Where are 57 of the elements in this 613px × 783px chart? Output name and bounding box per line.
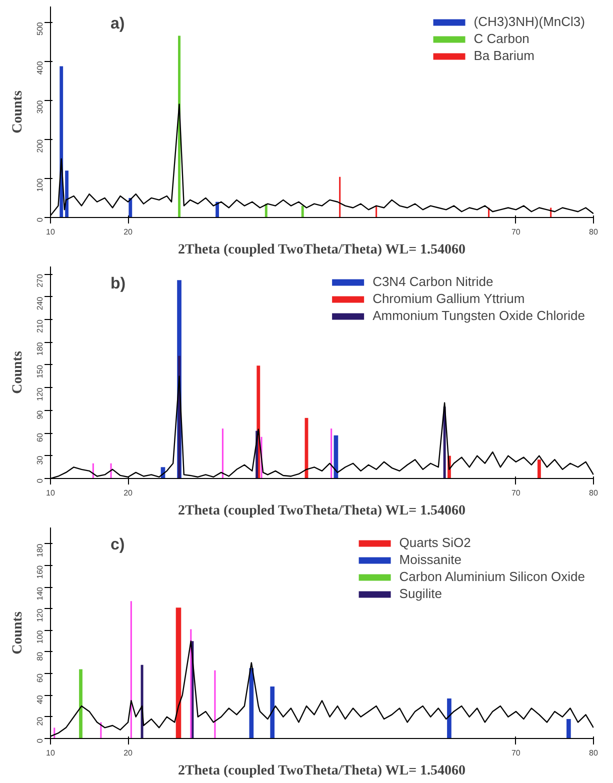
legend-label: Quarts SiO2 — [399, 535, 471, 550]
x-tick-label: 80 — [589, 488, 598, 498]
y-tick-label: 160 — [36, 564, 44, 579]
y-tick-label: 180 — [36, 543, 44, 558]
y-tick-label: 500 — [36, 22, 44, 36]
y-tick-label: 270 — [36, 274, 44, 288]
y-tick-label: 120 — [36, 608, 44, 622]
y-tick-label: 400 — [36, 60, 44, 75]
y-tick-label: 200 — [36, 138, 44, 153]
y-tick-label: 0 — [36, 478, 44, 483]
y-tick-label: 150 — [36, 364, 44, 378]
x-tick-label: 80 — [589, 228, 598, 236]
y-axis-title: Counts — [10, 90, 26, 134]
y-tick-label: 100 — [36, 630, 44, 644]
legend-label: Carbon Aluminium Silicon Oxide — [399, 569, 585, 584]
legend-label: (CH3)3NH)(MnCl3) — [474, 14, 585, 29]
y-tick-label: 300 — [36, 100, 44, 114]
y-tick-label: 30 — [36, 455, 44, 465]
legend-label: C3N4 Carbon Nitride — [372, 274, 494, 289]
y-axis-title: Counts — [10, 611, 26, 654]
y-tick-label: 140 — [36, 586, 44, 600]
x-axis-title: 2Theta (coupled TwoTheta/Theta) WL= 1.54060 — [178, 504, 466, 518]
x-tick-label: 20 — [124, 748, 134, 758]
y-tick-label: 210 — [36, 318, 44, 333]
y-tick-label: 20 — [36, 716, 44, 726]
x-tick-label: 20 — [124, 488, 134, 498]
x-tick-label: 70 — [511, 228, 521, 236]
legend-label: Ba Barium — [474, 48, 534, 63]
legend-label: Sugilite — [399, 586, 442, 601]
y-tick-label: 180 — [36, 342, 44, 356]
x-tick-label: 70 — [511, 748, 521, 758]
x-tick-label: 80 — [589, 748, 598, 758]
y-tick-label: 60 — [36, 432, 44, 442]
y-tick-label: 0 — [36, 738, 44, 743]
x-tick-label: 20 — [124, 228, 134, 236]
y-tick-label: 100 — [36, 178, 44, 192]
legend-label: Moissanite — [399, 552, 462, 567]
x-axis-title: 2Theta (coupled TwoTheta/Theta) WL= 1.54060 — [178, 764, 466, 778]
text: c) — [110, 536, 125, 554]
y-tick-label: 120 — [36, 387, 44, 401]
x-tick-label: 70 — [511, 488, 521, 498]
y-tick-label: 0 — [36, 216, 44, 222]
legend-label: C Carbon — [474, 31, 530, 46]
y-axis-title: Counts — [10, 350, 26, 394]
x-tick-label: 10 — [46, 228, 56, 236]
y-tick-label: 90 — [36, 410, 44, 420]
y-tick-label: 80 — [36, 651, 44, 661]
y-tick-label: 40 — [36, 694, 44, 704]
y-tick-label: 60 — [36, 673, 44, 682]
x-axis-title: 2Theta (coupled TwoTheta/Theta) WL= 1.54060 — [178, 242, 466, 258]
x-tick-label: 10 — [46, 748, 56, 758]
x-tick-label: 10 — [46, 488, 56, 498]
y-tick-label: 240 — [36, 296, 44, 310]
legend-label: Chromium Gallium Yttrium — [372, 291, 525, 306]
legend-label: Ammonium Tungsten Oxide Chloride — [372, 308, 585, 323]
text: b) — [110, 276, 126, 292]
text: a) — [110, 16, 125, 32]
